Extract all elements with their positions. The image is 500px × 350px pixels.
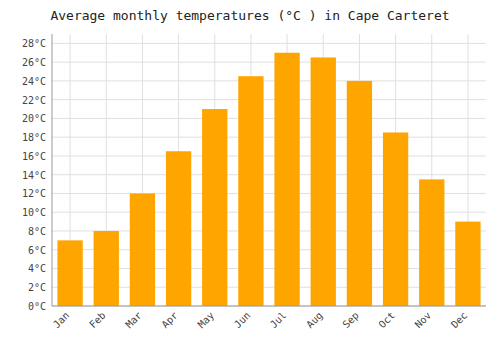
y-grid-line xyxy=(52,99,486,100)
y-tick-label: 22°C xyxy=(22,95,46,106)
y-grid-line xyxy=(52,137,486,138)
bar xyxy=(383,132,408,306)
x-tick-label: Jul xyxy=(268,310,289,331)
bar xyxy=(311,57,336,306)
x-tick-label: Mar xyxy=(123,310,144,331)
x-tick-label: Jun xyxy=(232,310,253,331)
x-axis-line xyxy=(52,306,486,307)
chart-svg: Average monthly temperatures (°C ) in Ca… xyxy=(0,0,500,350)
x-tick-label: Feb xyxy=(87,310,108,331)
x-tick-label: Aug xyxy=(304,310,325,331)
y-tick-label: 4°C xyxy=(28,263,46,274)
y-tick-label: 24°C xyxy=(22,76,46,87)
y-tick-label: 18°C xyxy=(22,132,46,143)
chart-container: Average monthly temperatures (°C ) in Ca… xyxy=(0,0,500,350)
bar xyxy=(238,76,263,306)
y-tick-label: 12°C xyxy=(22,188,46,199)
y-grid-line xyxy=(52,62,486,63)
y-tick-label: 10°C xyxy=(22,207,46,218)
bar xyxy=(455,222,480,306)
y-tick-label: 14°C xyxy=(22,170,46,181)
x-tick-label: May xyxy=(196,310,217,331)
title: Average monthly temperatures (°C ) in Ca… xyxy=(50,8,449,23)
bar xyxy=(57,240,82,306)
bar xyxy=(419,179,444,306)
x-tick-label: Apr xyxy=(159,310,180,331)
y-grid-line xyxy=(52,174,486,175)
y-tick-label: 20°C xyxy=(22,113,46,124)
y-grid-line xyxy=(52,118,486,119)
bar xyxy=(274,53,299,306)
y-grid-line xyxy=(52,43,486,44)
x-tick-label: Dec xyxy=(449,310,470,331)
y-grid-line xyxy=(52,80,486,81)
grid xyxy=(52,34,486,306)
bar xyxy=(347,81,372,306)
y-tick-label: 6°C xyxy=(28,245,46,256)
x-tick-label: Nov xyxy=(413,310,434,331)
y-grid-line xyxy=(52,306,486,307)
bar xyxy=(166,151,191,306)
bar xyxy=(94,231,119,306)
y-tick-label: 2°C xyxy=(28,282,46,293)
y-grid-line xyxy=(52,155,486,156)
y-tick-label: 8°C xyxy=(28,226,46,237)
y-tick-label: 0°C xyxy=(28,301,46,312)
x-tick-label: Oct xyxy=(376,310,397,331)
x-tick-label: Sep xyxy=(340,310,361,331)
y-axis-line xyxy=(52,34,53,306)
x-tick-label: Jan xyxy=(51,310,72,331)
y-tick-label: 16°C xyxy=(22,151,46,162)
bar xyxy=(202,109,227,306)
bar xyxy=(130,193,155,306)
bars xyxy=(57,53,480,306)
y-tick-label: 26°C xyxy=(22,57,46,68)
y-tick-label: 28°C xyxy=(22,38,46,49)
